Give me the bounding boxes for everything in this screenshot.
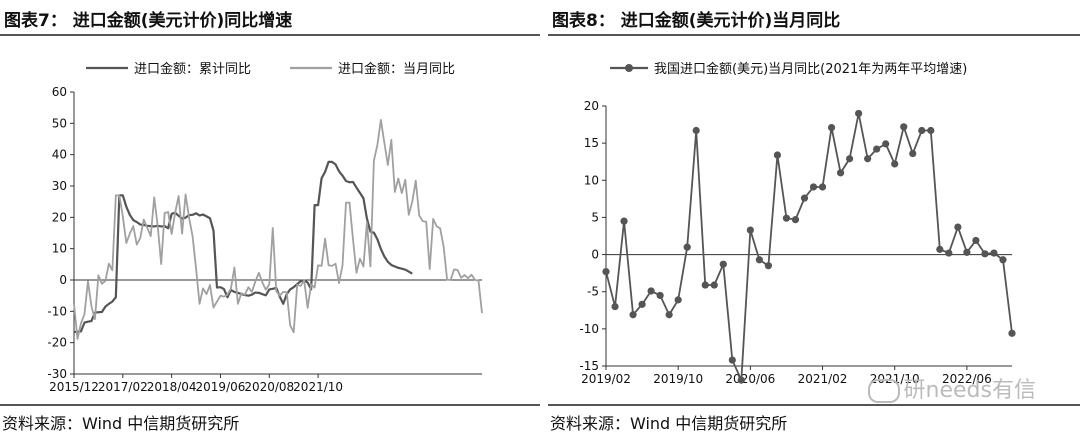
data-point (611, 302, 619, 311)
data-point (918, 126, 926, 135)
data-point (656, 291, 664, 300)
legend-label-2: 进口金额：当月同比 (338, 61, 455, 77)
data-point (864, 155, 872, 163)
right-chart-title: 图表8： 进口金额(美元计价)当月同比 (552, 11, 841, 31)
data-point (873, 145, 881, 153)
x-tick-label: 2019/10 (653, 372, 703, 386)
data-point (891, 160, 899, 168)
right-title-rule (548, 34, 1080, 36)
y-tick-label: -30 (47, 367, 67, 381)
data-point (791, 216, 800, 224)
y-tick-label: 30 (52, 179, 67, 193)
y-tick-label: 20 (52, 210, 67, 224)
data-point (836, 169, 845, 177)
legend-label-1: 进口金额：累计同比 (134, 61, 251, 77)
y-tick-label: 10 (584, 173, 599, 187)
y-tick-label: 50 (52, 116, 67, 130)
data-point (746, 226, 754, 234)
data-point (927, 126, 935, 135)
data-point (602, 268, 610, 276)
x-tick-label: 2019/02 (581, 372, 631, 386)
data-point (629, 311, 637, 319)
right-source-note: 资料来源：Wind 中信期货研究所 (550, 414, 788, 433)
data-point (719, 260, 727, 268)
left-title-rule (0, 34, 540, 36)
left-source-rule (0, 404, 540, 406)
y-tick-label: 10 (52, 242, 67, 256)
y-tick-label: 0 (59, 273, 67, 287)
left-chart-title: 图表7： 进口金额(美元计价)同比增速 (4, 11, 293, 31)
data-point (800, 194, 809, 202)
y-tick-label: -15 (579, 359, 599, 373)
watermark-text: 研needs有信 (903, 378, 1036, 403)
data-point (710, 281, 718, 289)
data-point (764, 262, 772, 270)
data-point (999, 256, 1007, 264)
data-point (773, 151, 782, 159)
y-tick-label: 40 (52, 148, 67, 162)
x-tick-label: 2018/04 (147, 380, 197, 394)
watermark: 研needs有信 (867, 372, 1036, 404)
data-point (818, 183, 827, 191)
y-tick-label: 60 (52, 85, 67, 99)
y-tick-label: -10 (47, 304, 67, 318)
left-source-note: 资料来源：Wind 中信期货研究所 (2, 414, 240, 433)
y-tick-label: 5 (591, 210, 599, 224)
right-line-chart: -15 -10 -5 0 5 10 15 20 2019/02 2019/10 2020/06 202… (579, 61, 1016, 386)
data-point (963, 248, 971, 256)
right-panel: 图表8： 进口金额(美元计价)当月同比 -15 -10 -5 0 5 10 15 20 2019… (548, 0, 1080, 437)
data-point (692, 126, 700, 135)
series-line-1 (605, 112, 1013, 382)
data-point (701, 281, 709, 289)
x-tick-label: 2020/08 (244, 380, 294, 394)
data-point (945, 249, 953, 257)
data-point (846, 155, 854, 163)
right-source-rule (548, 404, 1080, 406)
y-tick-label: 15 (584, 136, 599, 150)
left-line-chart: -30 -20 -10 0 10 20 30 40 50 60 2015/122017/022018… (47, 61, 483, 394)
data-point (638, 300, 646, 308)
data-point (782, 214, 791, 222)
data-point (909, 149, 917, 158)
x-tick-label: 2022/06 (942, 372, 992, 386)
y-tick-label: 0 (591, 248, 599, 262)
data-point (809, 183, 818, 191)
data-point (620, 217, 628, 225)
legend-label-1: 我国进口金额(美元)当月同比(2021年为两年平均增速) (654, 61, 967, 77)
data-point (755, 256, 763, 264)
data-point (1008, 329, 1016, 337)
x-tick-label: 2015/12 (49, 380, 99, 394)
data-point (647, 287, 655, 295)
data-point (981, 250, 989, 258)
data-point (954, 223, 962, 231)
data-point (936, 245, 944, 253)
series-line-2 (73, 118, 483, 340)
data-point (900, 123, 908, 131)
series-line-1 (73, 160, 413, 334)
data-point (990, 249, 998, 257)
x-tick-label: 2020/06 (725, 372, 775, 386)
data-point (855, 109, 863, 118)
y-tick-label: -10 (579, 322, 599, 336)
x-tick-label: 2017/02 (98, 380, 148, 394)
y-tick-label: 20 (584, 99, 599, 113)
legend-marker (625, 64, 633, 72)
x-tick-label: 2021/10 (293, 380, 343, 394)
data-point (972, 236, 980, 245)
x-tick-label: 2021/10 (870, 372, 920, 386)
data-point (683, 243, 691, 251)
wechat-icon (867, 379, 900, 403)
y-tick-label: -20 (47, 336, 67, 350)
left-panel: 图表7： 进口金额(美元计价)同比增速 -30 -20 -10 0 10 20 30 40 50… (0, 11, 540, 433)
data-point (737, 376, 745, 384)
x-tick-label: 2019/06 (196, 380, 246, 394)
data-point (882, 140, 890, 148)
data-point (728, 356, 736, 364)
data-point (665, 311, 673, 319)
x-tick-label: 2021/02 (798, 372, 848, 386)
data-point (674, 296, 682, 304)
data-point (827, 123, 836, 132)
y-tick-label: -5 (587, 285, 599, 299)
